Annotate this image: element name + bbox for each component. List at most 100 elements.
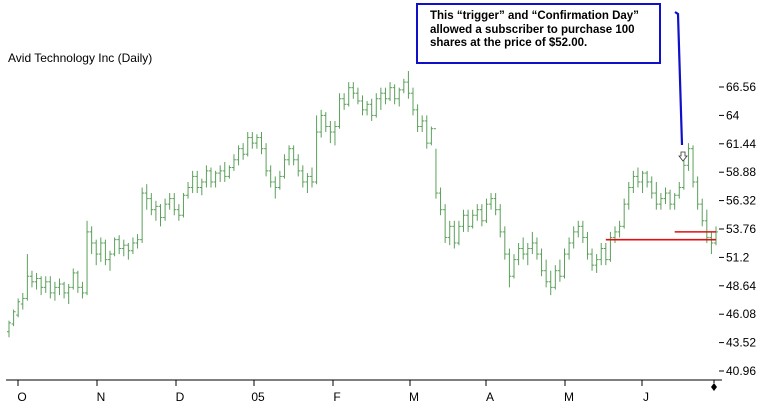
price-bar	[85, 220, 90, 296]
price-bar	[7, 320, 11, 338]
price-bar	[461, 209, 466, 232]
price-bar	[231, 154, 236, 171]
price-bar	[195, 170, 200, 194]
price-bar	[11, 309, 16, 327]
y-tick-label: 56.32	[726, 194, 756, 208]
price-bar	[273, 176, 278, 199]
y-tick-label: 46.08	[726, 307, 756, 321]
y-tick-label: 48.64	[726, 279, 756, 293]
price-bar	[580, 220, 585, 243]
price-bar	[351, 82, 356, 99]
price-bar	[199, 178, 204, 196]
price-bar	[300, 165, 305, 188]
price-bar	[479, 204, 484, 227]
price-bar	[374, 93, 379, 118]
price-bar	[29, 270, 34, 288]
price-bar	[57, 278, 62, 296]
price-bar	[264, 143, 269, 177]
y-tick-label: 64	[726, 108, 740, 122]
price-bar	[507, 248, 512, 288]
price-bar	[167, 193, 172, 210]
price-bar	[475, 204, 480, 221]
price-bar	[429, 126, 434, 146]
price-bar	[144, 184, 149, 210]
price-bar	[236, 145, 241, 166]
price-bar	[130, 237, 135, 255]
price-bar	[209, 167, 213, 188]
price-bar	[213, 170, 218, 188]
price-bar	[149, 193, 154, 216]
price-bar	[310, 167, 314, 188]
price-bar	[48, 276, 53, 299]
price-bar	[415, 104, 420, 133]
price-bar	[392, 84, 397, 105]
price-bar	[544, 259, 549, 288]
price-bar	[355, 87, 360, 105]
price-bar	[20, 292, 25, 310]
price-bar	[594, 254, 599, 273]
price-bar	[204, 165, 209, 188]
price-bar	[433, 128, 438, 199]
price-bar	[323, 112, 328, 133]
price-bar	[622, 198, 627, 229]
price-bar	[599, 242, 604, 266]
price-bar	[80, 281, 85, 299]
price-bar	[521, 237, 526, 260]
price-bar	[94, 239, 99, 266]
price-bar	[695, 176, 700, 210]
y-tick-label: 51.2	[726, 250, 750, 264]
price-bar	[700, 198, 705, 227]
support-lines	[605, 231, 716, 241]
y-tick-label: 61.44	[726, 137, 756, 151]
price-bar	[135, 234, 140, 249]
price-bar	[218, 165, 223, 182]
annotation-box: This “trigger” and “Confirmation Day” al…	[416, 3, 661, 64]
price-bar	[227, 165, 232, 179]
price-bar	[98, 237, 103, 262]
price-bar	[654, 181, 659, 210]
price-bar	[181, 193, 186, 218]
price-bar	[34, 272, 39, 290]
price-bar	[512, 254, 516, 279]
x-tick-label: M	[564, 390, 574, 404]
price-bar	[25, 254, 30, 301]
price-bar	[121, 239, 126, 257]
price-bar	[498, 204, 503, 238]
price-bar	[613, 226, 617, 243]
price-bar	[346, 82, 351, 107]
price-bar	[502, 226, 507, 260]
price-bar	[245, 132, 250, 157]
price-bar	[62, 281, 67, 299]
price-bar	[539, 248, 544, 277]
price-bar	[411, 87, 415, 116]
price-bar	[649, 176, 654, 199]
price-bar	[691, 145, 696, 188]
price-bar	[332, 120, 337, 146]
price-bar	[493, 193, 498, 216]
price-bar	[39, 276, 44, 296]
price-bar	[287, 145, 292, 166]
price-bar	[186, 181, 191, 199]
x-tick-label: F	[333, 390, 340, 404]
price-bar	[677, 181, 682, 199]
price-bar	[342, 93, 347, 110]
price-bar	[452, 220, 457, 249]
price-bar	[296, 154, 301, 177]
y-axis: 66.56 64 61.44 58.88 56.32 53.76 51.2 48.64 46.0…	[719, 80, 756, 378]
price-bar	[16, 298, 21, 318]
x-tick-label: O	[17, 390, 26, 404]
price-bar	[365, 100, 370, 116]
price-bar	[534, 237, 539, 260]
price-bar	[401, 78, 406, 94]
price-bar	[126, 242, 131, 260]
price-bar	[112, 237, 117, 257]
price-bar	[489, 193, 494, 210]
price-bar	[443, 204, 448, 243]
price-bar	[557, 259, 562, 282]
x-axis: O N D 05 F M A M J	[6, 379, 722, 404]
x-tick-label: J	[643, 390, 649, 404]
price-bar	[567, 237, 572, 260]
price-bar	[645, 170, 650, 188]
price-bar	[640, 170, 645, 194]
chart-title: Avid Technology Inc (Daily)	[8, 51, 153, 65]
